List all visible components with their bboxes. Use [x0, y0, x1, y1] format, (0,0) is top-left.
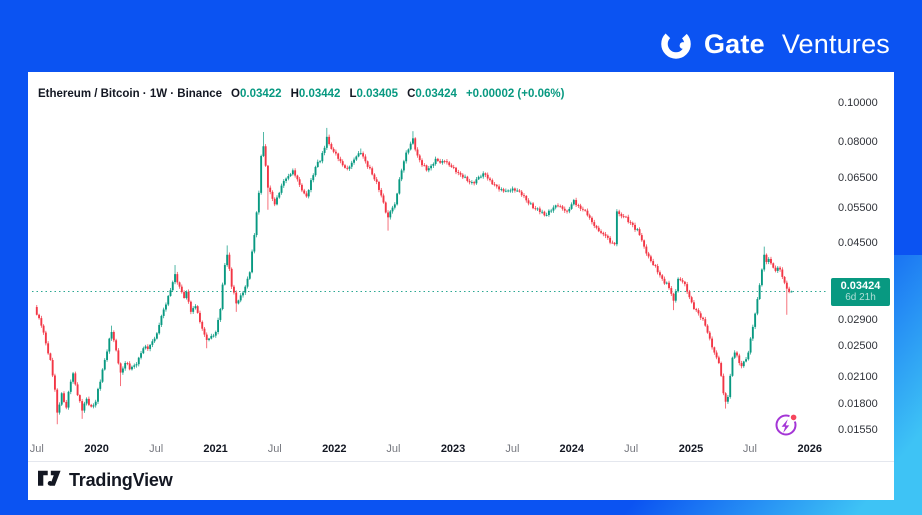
- chart-panel: Ethereum / Bitcoin · 1W · Binance O0.0342…: [28, 72, 894, 500]
- price-axis-label: 0.02900: [838, 314, 878, 327]
- time-axis-label: Jul: [29, 443, 44, 455]
- gate-logo-text-light: Ventures: [781, 28, 890, 59]
- time-axis-label: 2022: [322, 443, 347, 455]
- time-axis-label: 2021: [203, 443, 228, 455]
- price-axis-label: 0.08000: [838, 135, 878, 148]
- footer-separator: [28, 461, 894, 462]
- last-price-badge: 0.03424 6d 21h: [831, 277, 890, 306]
- time-axis-label: Jul: [386, 443, 401, 455]
- ohlc-value: 0.03405: [356, 88, 399, 100]
- price-axis-label: 0.04500: [838, 236, 878, 249]
- flash-events-icon[interactable]: [770, 409, 802, 441]
- ohlc-value: 0.03422: [239, 88, 282, 100]
- ohlc-label: O: [231, 88, 240, 100]
- price-axis-label: 0.01800: [838, 398, 878, 411]
- ohlc-label: L: [349, 88, 357, 100]
- candle-countdown: 6d 21h: [845, 291, 876, 303]
- change-value: +0.00002 (+0.06%): [465, 88, 565, 100]
- price-axis-label: 0.02500: [838, 340, 878, 353]
- price-axis-label: 0.05500: [838, 201, 878, 214]
- time-axis-label: 2023: [440, 443, 466, 455]
- time-axis-label: 2026: [797, 443, 822, 455]
- tradingview-icon: [38, 470, 61, 486]
- time-axis-label: Jul: [267, 443, 282, 455]
- ohlc-values: O0.03422 H0.03442 L0.03405 C0.03424: [231, 88, 466, 100]
- price-axis-label: 0.06500: [838, 172, 878, 185]
- time-axis-label: Jul: [624, 443, 639, 455]
- time-axis-label: 2025: [678, 443, 704, 455]
- ohlc-value: 0.03424: [415, 88, 457, 100]
- symbol-header[interactable]: Ethereum / Bitcoin · 1W · Binance O0.0342…: [38, 88, 564, 100]
- time-axis-label: Jul: [149, 443, 164, 455]
- candlestick-chart[interactable]: [28, 72, 894, 500]
- gate-ventures-logo: Gate Ventures: [658, 26, 890, 62]
- gate-logo-icon: [661, 29, 691, 59]
- time-axis-label: Jul: [742, 443, 757, 455]
- symbol-title[interactable]: Ethereum / Bitcoin · 1W · Binance: [38, 88, 223, 100]
- price-axis-label: 0.10000: [838, 96, 878, 109]
- price-axis-label: 0.02100: [838, 371, 878, 383]
- ohlc-label: C: [407, 88, 416, 100]
- candles: [35, 127, 793, 425]
- last-price-value: 0.03424: [840, 279, 881, 292]
- gate-logo-text-bold: Gate: [703, 28, 765, 59]
- time-axis-label: 2024: [559, 443, 585, 455]
- tradingview-attribution[interactable]: TradingView: [38, 470, 173, 491]
- time-axis-label: Jul: [505, 443, 520, 455]
- ohlc-label: H: [290, 88, 299, 100]
- ohlc-value: 0.03442: [298, 88, 341, 100]
- tradingview-wordmark: TradingView: [69, 470, 173, 490]
- time-axis-label: 2020: [84, 443, 109, 455]
- price-axis-label: 0.01550: [838, 424, 878, 437]
